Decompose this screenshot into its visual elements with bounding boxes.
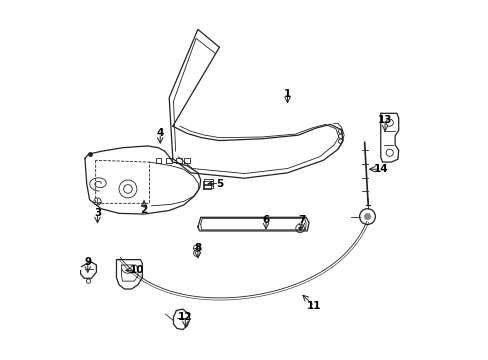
Text: 10: 10 — [129, 265, 144, 275]
Text: 13: 13 — [377, 115, 391, 125]
Text: 3: 3 — [94, 208, 101, 218]
Text: 8: 8 — [194, 243, 201, 253]
Text: 4: 4 — [156, 129, 163, 138]
Text: 7: 7 — [298, 215, 305, 225]
Text: 11: 11 — [306, 301, 321, 311]
Text: 12: 12 — [178, 312, 192, 322]
Text: 14: 14 — [373, 164, 387, 174]
Circle shape — [363, 213, 370, 220]
Circle shape — [298, 226, 301, 230]
Text: 9: 9 — [84, 257, 91, 267]
Text: 5: 5 — [215, 179, 223, 189]
Text: 6: 6 — [262, 215, 269, 225]
Text: 2: 2 — [140, 206, 147, 216]
Text: 1: 1 — [284, 89, 290, 99]
